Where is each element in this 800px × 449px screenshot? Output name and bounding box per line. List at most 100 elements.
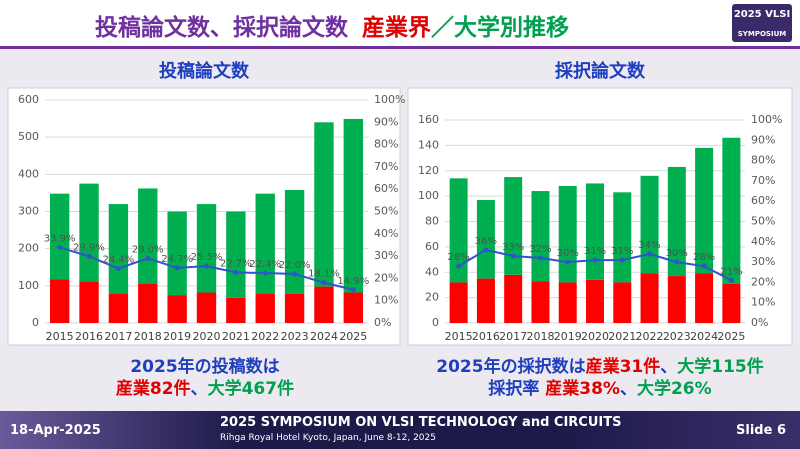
rate-marker bbox=[592, 257, 598, 263]
caption-text: 産業38% bbox=[545, 379, 620, 399]
bar-segment bbox=[79, 281, 99, 323]
y2-tick-label: 20% bbox=[751, 275, 775, 288]
data-label: 22.7% bbox=[220, 258, 252, 269]
y-tick-label: 60 bbox=[425, 240, 439, 253]
x-tick-label: 2022 bbox=[636, 330, 664, 343]
slide-title: 投稿論文数、採択論文数 産業界／大学別推移 bbox=[95, 8, 569, 42]
title-part: 投稿論文数、採択論文数 bbox=[95, 15, 348, 41]
bar-segment bbox=[255, 193, 275, 295]
rate-marker bbox=[86, 253, 92, 259]
bar-segment bbox=[504, 274, 523, 323]
data-label: 32% bbox=[529, 244, 551, 255]
footer-date: 18-Apr-2025 bbox=[10, 423, 101, 438]
x-tick-label: 2017 bbox=[499, 330, 527, 343]
x-tick-label: 2020 bbox=[193, 330, 221, 343]
data-label: 33.9% bbox=[44, 233, 76, 244]
y2-tick-label: 0% bbox=[374, 316, 391, 329]
y-tick-label: 0 bbox=[32, 316, 39, 329]
bar-segment bbox=[640, 175, 659, 274]
y2-tick-label: 10% bbox=[751, 296, 775, 309]
data-label: 31% bbox=[611, 246, 633, 257]
x-tick-label: 2019 bbox=[163, 330, 191, 343]
caption: 2025年の投稿数は 産業82件、大学467件 bbox=[10, 356, 400, 400]
rate-marker bbox=[701, 263, 707, 269]
bar-segment bbox=[695, 147, 714, 274]
y-tick-label: 100 bbox=[18, 279, 39, 292]
y-tick-label: 400 bbox=[18, 167, 39, 180]
x-tick-label: 2019 bbox=[554, 330, 582, 343]
bar-segment bbox=[108, 294, 129, 323]
caption-text: 、 bbox=[660, 357, 678, 377]
data-label: 30% bbox=[666, 248, 688, 259]
rate-marker bbox=[233, 269, 239, 275]
y2-tick-label: 60% bbox=[751, 194, 775, 207]
caption-text: 、 bbox=[619, 379, 637, 399]
caption-text: 産業31件 bbox=[585, 357, 661, 377]
x-tick-label: 2017 bbox=[104, 330, 132, 343]
data-label: 21% bbox=[720, 266, 742, 277]
rate-marker bbox=[537, 255, 543, 261]
y-tick-label: 100 bbox=[418, 189, 439, 202]
x-tick-label: 2024 bbox=[690, 330, 718, 343]
bar-segment bbox=[196, 292, 217, 323]
data-label: 29.9% bbox=[73, 242, 105, 253]
caption-text: 大学115件 bbox=[677, 357, 764, 377]
x-tick-label: 2018 bbox=[526, 330, 554, 343]
y2-tick-label: 50% bbox=[374, 205, 398, 218]
x-tick-label: 2023 bbox=[663, 330, 691, 343]
bar-segment bbox=[504, 177, 523, 275]
footer-slide: Slide 6 bbox=[736, 423, 786, 438]
y2-tick-label: 100% bbox=[374, 93, 405, 106]
caption-text: 採択率 bbox=[488, 379, 546, 399]
rate-marker bbox=[456, 263, 462, 269]
y2-tick-label: 30% bbox=[374, 249, 398, 262]
y-tick-label: 120 bbox=[418, 164, 439, 177]
title-part: 産業界 bbox=[362, 15, 431, 41]
y2-tick-label: 90% bbox=[751, 133, 775, 146]
bar-segment bbox=[108, 204, 129, 295]
data-label: 34% bbox=[638, 240, 660, 251]
bar-segment bbox=[343, 118, 364, 293]
bar-segment bbox=[722, 283, 741, 323]
bar-segment bbox=[586, 183, 604, 280]
footer-conference: 2025 SYMPOSIUM ON VLSI TECHNOLOGY and CI… bbox=[220, 415, 622, 430]
bar-segment bbox=[667, 166, 686, 277]
y-tick-label: 20 bbox=[425, 291, 439, 304]
y2-tick-label: 50% bbox=[751, 215, 775, 228]
bar-segment bbox=[167, 211, 187, 296]
y2-tick-label: 30% bbox=[751, 255, 775, 268]
y2-tick-label: 70% bbox=[374, 160, 398, 173]
bar-segment bbox=[613, 282, 632, 323]
data-label: 22.0% bbox=[279, 260, 311, 271]
y2-tick-label: 40% bbox=[751, 235, 775, 248]
y-tick-label: 200 bbox=[18, 242, 39, 255]
x-tick-label: 2015 bbox=[445, 330, 473, 343]
data-label: 29.0% bbox=[132, 244, 164, 255]
y2-tick-label: 90% bbox=[374, 115, 398, 128]
title-bar: 投稿論文数、採択論文数 産業界／大学別推移 2025 VLSI SYMPOSIUM bbox=[0, 0, 800, 49]
x-tick-label: 2015 bbox=[46, 330, 74, 343]
data-label: 22.4% bbox=[249, 259, 281, 270]
caption-text: 、 bbox=[190, 379, 208, 399]
rate-marker bbox=[619, 257, 625, 263]
title-part: ／大学別推移 bbox=[431, 15, 569, 41]
data-label: 30% bbox=[557, 248, 579, 259]
y2-tick-label: 40% bbox=[374, 227, 398, 240]
data-label: 24.7% bbox=[161, 254, 193, 265]
x-tick-label: 2021 bbox=[222, 330, 250, 343]
chart-title: 投稿論文数 bbox=[159, 60, 250, 82]
data-label: 25.5% bbox=[191, 252, 223, 263]
y2-tick-label: 70% bbox=[751, 174, 775, 187]
bar-segment bbox=[79, 183, 99, 282]
logo-text: SYMPOSIUM bbox=[737, 30, 787, 38]
bar-segment bbox=[314, 122, 334, 287]
caption-text: 大学467件 bbox=[207, 379, 295, 399]
y2-tick-label: 80% bbox=[374, 138, 398, 151]
rate-marker bbox=[510, 253, 516, 259]
x-tick-label: 2025 bbox=[717, 330, 745, 343]
bar-segment bbox=[531, 281, 550, 323]
data-label: 36% bbox=[475, 236, 497, 247]
caption: 2025年の採択数は産業31件、大学115件 採択率 産業38%、大学26% bbox=[405, 356, 795, 400]
rate-marker bbox=[262, 270, 268, 276]
x-tick-label: 2021 bbox=[608, 330, 636, 343]
